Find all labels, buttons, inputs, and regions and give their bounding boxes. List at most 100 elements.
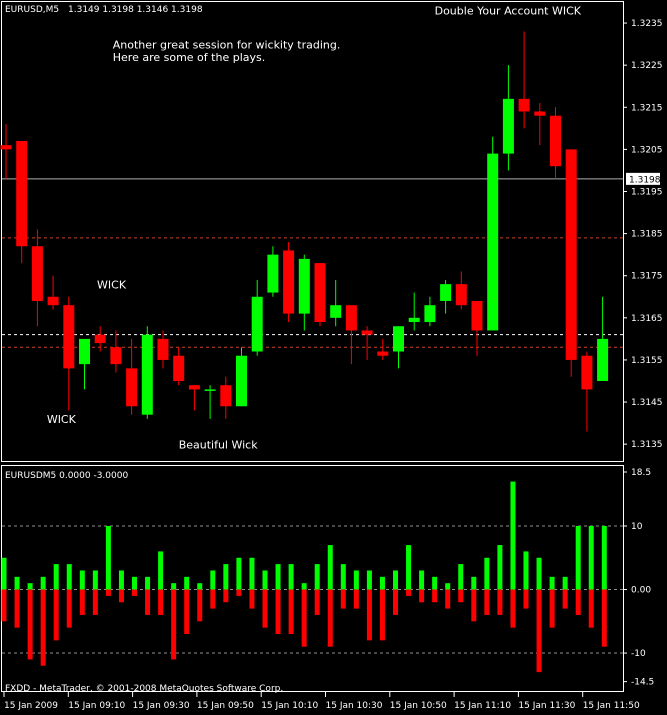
price-tick-label: 1.3135 <box>631 440 663 450</box>
candle-body <box>440 284 452 301</box>
price-tick-label: 1.3235 <box>631 19 663 29</box>
time-tick-label: 15 Jan 11:50 <box>583 701 640 711</box>
indicator-bar-positive <box>1 557 7 590</box>
price-tick-label: 1.3185 <box>631 230 663 240</box>
candle-body <box>47 296 59 306</box>
time-tick-label: 15 Jan 09:10 <box>68 701 125 711</box>
indicator-bar-positive <box>406 545 412 590</box>
indicator-tick-label: -10 <box>631 649 646 659</box>
indicator-bar-positive <box>105 526 111 590</box>
indicator-bar-negative <box>197 589 203 622</box>
indicator-bar-positive <box>53 564 59 590</box>
indicator-bar-positive <box>353 570 359 590</box>
indicator-bar-positive <box>197 583 203 590</box>
indicator-bar-negative <box>536 589 542 673</box>
indicator-bar-positive <box>379 576 385 590</box>
indicator-bar-negative <box>510 589 516 628</box>
indicator-bar-positive <box>301 583 307 590</box>
candle-body <box>251 296 263 352</box>
candle-body <box>330 305 342 318</box>
annotation-text: Double Your Account WICK <box>435 5 582 18</box>
indicator-bar-negative <box>327 589 333 647</box>
indicator-bar-negative <box>406 589 412 596</box>
time-axis: 15 Jan 2009 15 Jan 09:10 15 Jan 09:30 15 Ja… <box>3 692 640 711</box>
indicator-bar-negative <box>497 589 503 615</box>
indicator-tick-label: -14.5 <box>631 678 654 688</box>
candle-body <box>534 111 546 116</box>
candle-body <box>79 338 90 365</box>
indicator-bar-positive <box>184 576 190 590</box>
candles <box>0 31 609 432</box>
candle-body <box>126 368 138 407</box>
candle-body <box>283 250 295 314</box>
indicator-bar-negative <box>301 589 307 647</box>
indicator-bar-negative <box>366 589 372 641</box>
indicator-bar-negative <box>40 589 46 666</box>
indicator-bar-negative <box>393 589 398 615</box>
indicator-bar-positive <box>92 570 98 590</box>
indicator-bar-negative <box>549 589 555 628</box>
indicator-axis: 18.5 10 0.00 -10 -14.5 <box>623 468 654 688</box>
indicator-tick-label: 18.5 <box>631 468 651 478</box>
candle-body <box>141 334 153 415</box>
indicator-bar-negative <box>562 589 568 609</box>
indicator-bar-positive <box>549 576 555 590</box>
indicator-bar-positive <box>236 557 242 590</box>
indicator-label: EURUSDM5 0.0000 -3.0000 <box>5 471 128 481</box>
current-price-box <box>626 172 660 185</box>
indicator-bar-negative <box>445 589 451 609</box>
candle-body <box>393 326 404 352</box>
indicator-bar-negative <box>27 589 33 660</box>
candle-body <box>361 330 373 335</box>
time-tick-label: 15 Jan 2009 <box>4 701 58 711</box>
candle-body <box>424 305 436 323</box>
indicator-level-lines <box>2 525 623 654</box>
candle-body <box>188 385 200 390</box>
indicator-bar-negative <box>1 589 7 622</box>
candle-body <box>157 338 169 360</box>
candle-body <box>94 334 106 344</box>
price-axis: 1.3235 1.3225 1.3215 1.3205 1.3195 1.3185 1.31… <box>623 19 663 450</box>
indicator-bar-positive <box>118 570 124 590</box>
time-tick-label: 15 Jan 11:30 <box>518 701 575 711</box>
indicator-bar-positive <box>210 570 216 590</box>
indicator-bar-negative <box>132 589 137 596</box>
indicator-bar-negative <box>353 589 359 609</box>
annotation-text: Beautiful Wick <box>179 438 259 451</box>
candle-body <box>0 145 12 150</box>
annotation-text: Here are some of the plays. <box>113 51 265 64</box>
indicator-bar-negative <box>288 589 294 634</box>
candle-body <box>16 140 28 247</box>
indicator-bar-positive <box>575 526 581 590</box>
indicator-bar-positive <box>393 570 398 590</box>
annotation-text: WICK <box>97 278 127 291</box>
symbol-label: EURUSD,M5 <box>5 5 59 15</box>
indicator-bar-positive <box>510 481 516 590</box>
indicator-bar-negative <box>262 589 268 628</box>
indicator-bar-positive <box>366 570 372 590</box>
indicator-bar-positive <box>562 576 568 590</box>
indicator-bar-negative <box>379 589 385 641</box>
indicator-bar-negative <box>314 589 320 615</box>
indicator-tick-label: 0.00 <box>631 586 651 596</box>
candle-body <box>63 305 75 369</box>
time-tick-label: 15 Jan 10:30 <box>326 701 383 711</box>
annotation-text: Another great session for wickity tradin… <box>113 38 341 51</box>
time-tick-label: 15 Jan 11:10 <box>454 701 511 711</box>
indicator-bar-negative <box>92 589 98 615</box>
indicator-bar-positive <box>327 545 333 590</box>
price-tick-label: 1.3225 <box>631 61 663 71</box>
indicator-bar-positive <box>171 583 177 590</box>
indicator-bar-negative <box>171 589 177 660</box>
indicator-bar-negative <box>210 589 216 609</box>
ohlc-label: 1.3149 1.3198 1.3146 1.3198 <box>68 5 203 15</box>
price-tick-label: 1.3175 <box>631 272 663 282</box>
indicator-bar-negative <box>275 589 281 634</box>
indicator-bar-positive <box>158 551 164 590</box>
indicator-tick-label: 10 <box>631 522 643 532</box>
price-tick-label: 1.3165 <box>631 314 663 324</box>
indicator-bar-positive <box>601 526 607 590</box>
time-tick-label: 15 Jan 09:30 <box>133 701 190 711</box>
indicator-bar-positive <box>79 570 85 590</box>
